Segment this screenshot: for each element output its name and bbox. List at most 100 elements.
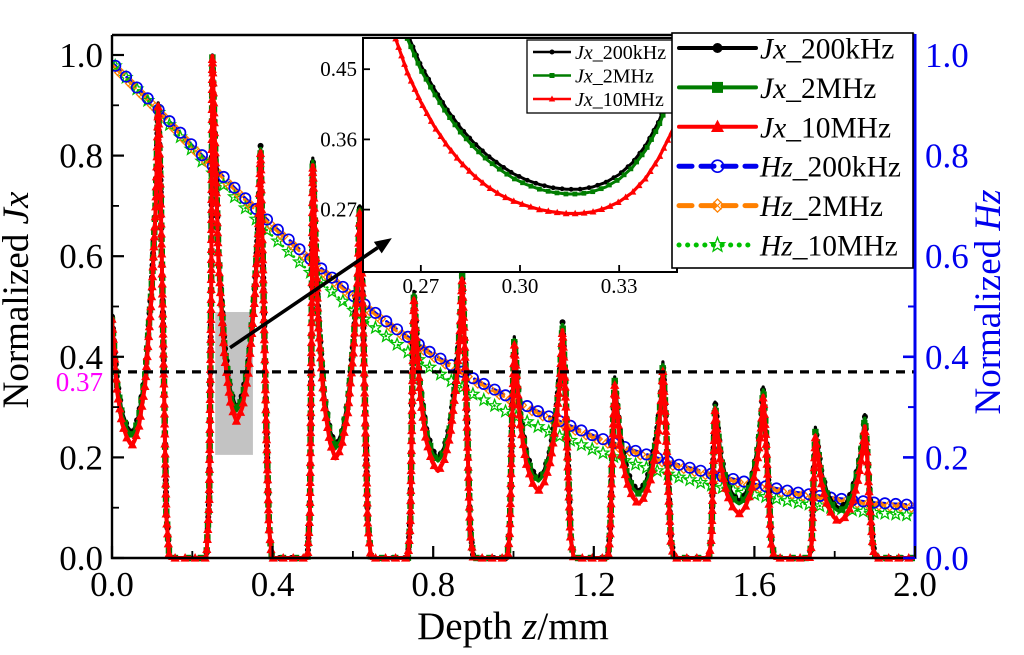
marker-star <box>324 283 340 299</box>
marker-square <box>415 60 421 66</box>
marker-triangle <box>552 408 562 417</box>
marker-triangle <box>154 148 165 158</box>
marker-open-circle <box>629 444 642 457</box>
marker-triangle <box>505 518 515 528</box>
marker-triangle <box>605 528 615 538</box>
marker-triangle <box>542 467 552 476</box>
marker-triangle <box>206 224 217 234</box>
zoom-arrow-line <box>229 246 379 350</box>
inset-curves <box>392 28 676 217</box>
marker-dot <box>550 185 556 191</box>
marker-triangle <box>206 314 216 324</box>
marker-triangle <box>206 214 217 224</box>
marker-triangle <box>205 444 215 454</box>
marker-triangle <box>448 147 455 154</box>
marker-triangle <box>209 117 219 127</box>
marker-triangle <box>345 387 355 397</box>
marker-triangle <box>164 548 174 558</box>
marker-triangle <box>589 208 597 215</box>
marker-triangle <box>251 268 261 278</box>
marker-dot <box>257 142 264 149</box>
marker-triangle <box>307 297 317 307</box>
marker-triangle <box>744 491 754 501</box>
legend-label: Jx_200kHz <box>760 34 894 66</box>
marker-triangle <box>112 373 121 383</box>
marker-triangle <box>313 302 323 312</box>
marker-triangle <box>151 191 161 201</box>
marker-triangle <box>318 382 328 392</box>
zoom-arrow <box>229 238 392 350</box>
marker-square <box>428 84 433 90</box>
marker-dot <box>549 49 555 55</box>
marker-triangle <box>809 472 819 482</box>
marker-triangle <box>507 438 517 448</box>
marker-triangle <box>558 341 568 351</box>
marker-triangle <box>558 331 568 341</box>
marker-triangle <box>710 405 720 415</box>
marker-triangle <box>464 491 474 501</box>
marker-triangle <box>155 158 165 168</box>
marker-star <box>530 418 546 434</box>
marker-open-circle <box>293 243 306 256</box>
inset-series-jx_2mhz <box>401 28 676 197</box>
marker-triangle <box>547 447 557 457</box>
marker-triangle <box>459 312 469 321</box>
marker-triangle <box>406 485 416 495</box>
marker-square <box>644 145 650 150</box>
marker-triangle <box>308 177 318 187</box>
marker-triangle <box>562 451 573 461</box>
marker-triangle <box>135 410 146 420</box>
marker-triangle <box>405 505 416 515</box>
marker-x-diamond <box>341 286 354 300</box>
marker-triangle <box>351 297 362 307</box>
marker-triangle <box>258 284 268 294</box>
marker-triangle <box>249 298 259 308</box>
marker-square <box>231 403 239 411</box>
marker-square <box>581 190 587 196</box>
marker-triangle <box>417 402 427 411</box>
marker-triangle <box>305 487 315 497</box>
marker-triangle <box>856 455 866 465</box>
marker-open-circle <box>391 323 404 336</box>
marker-triangle <box>205 394 215 404</box>
marker-triangle <box>263 474 273 484</box>
marker-triangle <box>359 377 369 387</box>
legend-entry-hz_200khz: Hz_200kHz <box>676 152 901 184</box>
marker-triangle <box>159 408 170 418</box>
marker-triangle <box>235 407 246 416</box>
marker-triangle <box>305 447 316 457</box>
marker-square <box>606 182 612 188</box>
marker-triangle <box>559 351 569 361</box>
marker-square <box>850 483 857 491</box>
marker-triangle <box>248 318 258 327</box>
marker-triangle <box>147 271 158 281</box>
marker-triangle <box>155 168 165 178</box>
marker-triangle <box>607 458 617 468</box>
marker-triangle <box>645 474 656 484</box>
marker-triangle <box>206 264 216 274</box>
marker-dot <box>473 142 479 147</box>
marker-triangle <box>316 352 326 362</box>
marker-triangle <box>204 454 215 464</box>
marker-square <box>531 474 539 481</box>
marker-triangle <box>306 377 316 387</box>
legend-label: Hz_200kHz <box>759 152 901 184</box>
marker-square <box>401 28 406 33</box>
axes: 0.0 0.4 0.8 1.2 1.6 2.0 1.0 0.8 0.6 0.4 0.2 0.0 1.0 0… <box>0 33 1009 648</box>
marker-dot <box>559 319 566 326</box>
marker-triangle <box>406 455 416 465</box>
inset-legend-label: Jx_200kHz <box>575 42 666 64</box>
marker-triangle <box>808 502 818 512</box>
marker-triangle <box>304 517 315 527</box>
marker-triangle <box>308 167 318 177</box>
marker-star <box>421 359 438 374</box>
marker-triangle <box>264 514 274 524</box>
marker-x-diamond <box>699 467 712 481</box>
marker-triangle <box>207 184 217 194</box>
marker-triangle <box>656 152 664 159</box>
marker-triangle <box>157 258 167 268</box>
marker-x-diamond <box>504 393 517 406</box>
marker-triangle <box>504 538 514 548</box>
marker-triangle <box>208 77 218 87</box>
marker-triangle <box>206 304 216 314</box>
